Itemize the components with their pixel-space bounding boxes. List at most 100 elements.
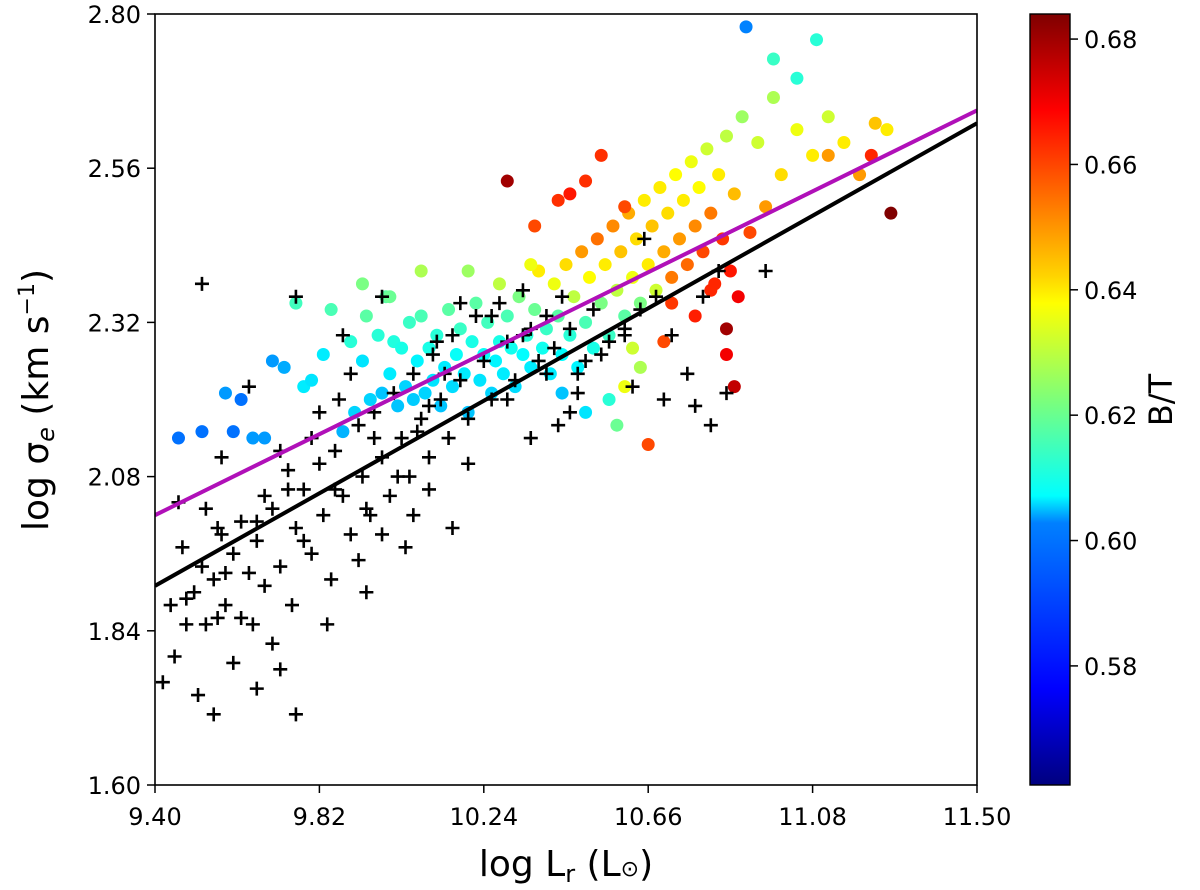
cross-point <box>218 565 233 580</box>
cross-point <box>226 655 241 670</box>
colored-point <box>579 174 593 188</box>
colored-point <box>594 148 608 162</box>
colored-point <box>735 110 749 124</box>
colored-point <box>575 245 589 259</box>
cross-point <box>422 450 436 465</box>
colored-point <box>375 386 389 400</box>
colored-point <box>528 303 542 317</box>
cross-point <box>288 707 303 722</box>
cross-point <box>191 688 206 703</box>
colored-point <box>618 200 632 214</box>
cross-point <box>273 559 288 574</box>
y-tick-label: 2.56 <box>88 155 141 183</box>
colored-point <box>371 328 385 342</box>
colored-point <box>594 296 608 310</box>
colored-point <box>218 386 232 400</box>
colored-point <box>618 380 632 394</box>
cross-point <box>312 456 327 471</box>
cross-point <box>206 707 221 722</box>
colored-point <box>171 431 185 445</box>
colorbar-tick-label: 0.60 <box>1084 528 1137 556</box>
colored-point <box>821 110 835 124</box>
cross-point <box>210 521 225 535</box>
cross-point <box>355 469 370 484</box>
colored-point <box>837 136 851 149</box>
cross-point <box>328 443 343 458</box>
cross-point <box>304 546 319 561</box>
cross-point <box>602 334 617 349</box>
colored-point <box>610 418 624 432</box>
cross-point <box>241 379 256 394</box>
colored-point <box>461 264 475 278</box>
cross-point <box>296 482 311 497</box>
cross-point <box>453 373 468 388</box>
colored-point <box>363 393 377 406</box>
cross-point <box>249 533 264 548</box>
cross-point <box>241 565 256 580</box>
colored-point <box>641 258 655 272</box>
cross-point <box>179 591 194 606</box>
colored-point <box>442 303 456 317</box>
colored-point <box>626 341 640 355</box>
colored-point <box>246 431 260 445</box>
y-tick-label: 2.32 <box>88 309 141 337</box>
colored-point <box>579 315 593 329</box>
cross-point <box>484 308 499 323</box>
cross-point <box>637 231 652 246</box>
cross-point <box>429 334 444 349</box>
cross-point <box>461 456 476 471</box>
cross-point <box>265 501 280 516</box>
colored-point <box>719 322 733 336</box>
cross-point <box>367 431 382 446</box>
colored-point <box>563 187 577 201</box>
colorbar-ticks: 0.58 0.60 0.62 0.64 0.66 0.68 <box>1070 26 1137 681</box>
colored-point <box>657 335 671 349</box>
cross-point <box>625 379 640 394</box>
colored-point <box>445 380 459 394</box>
cross-point <box>194 276 209 291</box>
colored-point <box>727 380 741 394</box>
cross-point <box>414 411 429 426</box>
plot-frame <box>154 13 978 786</box>
cross-point <box>198 501 213 516</box>
colored-point <box>684 155 698 169</box>
cross-point <box>163 598 178 613</box>
colored-point <box>743 225 757 239</box>
cross-point <box>359 585 374 600</box>
colored-point <box>676 193 690 207</box>
colored-point <box>536 341 550 355</box>
cross-point <box>390 469 405 484</box>
cross-point <box>167 649 182 664</box>
colorbar-tick-label: 0.68 <box>1084 26 1137 54</box>
colored-point <box>637 193 651 207</box>
colored-point <box>759 200 773 214</box>
colored-point <box>629 232 643 246</box>
cross-sample-fit-line <box>155 121 977 588</box>
colored-point <box>473 373 487 387</box>
colorbar <box>1029 13 1071 786</box>
colored-point <box>766 52 780 66</box>
cross-point <box>226 546 241 561</box>
colored-point <box>719 348 733 362</box>
x-axis-label: log Lr (L⊙) <box>479 844 653 888</box>
y-tick-label: 1.60 <box>88 772 141 800</box>
cross-point <box>187 585 202 600</box>
cross-point <box>375 527 390 542</box>
colored-sample-fit-line <box>155 108 977 517</box>
cross-point <box>578 353 593 368</box>
cross-point <box>288 289 303 304</box>
cross-point <box>696 289 710 304</box>
cross-point <box>335 488 350 503</box>
colored-point <box>700 142 714 156</box>
cross-point <box>359 501 374 516</box>
colored-point <box>355 277 369 291</box>
colored-point <box>500 174 514 188</box>
y-tick-label: 1.84 <box>88 618 141 646</box>
cross-point <box>320 617 335 632</box>
colored-point <box>774 168 788 182</box>
colored-point <box>547 277 561 291</box>
cross-point <box>551 418 566 433</box>
colored-point <box>731 290 745 304</box>
cross-point <box>461 411 476 426</box>
colored-point <box>653 180 667 194</box>
